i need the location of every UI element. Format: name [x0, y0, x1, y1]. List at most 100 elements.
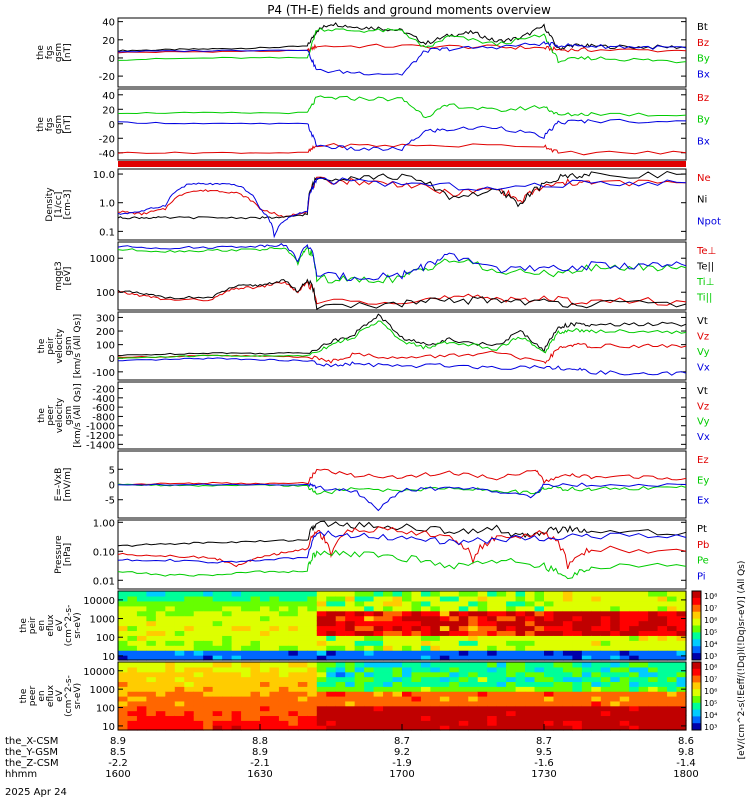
- spectrogram-cell: [619, 666, 630, 673]
- y-axis-label-line: [nT]: [63, 43, 73, 61]
- spectrogram-cell: [515, 715, 526, 721]
- spectrogram-cell: [591, 595, 602, 602]
- spectrogram-cell: [174, 671, 185, 678]
- spectrogram-cell: [553, 655, 564, 661]
- spectrogram-cell: [638, 705, 649, 712]
- spectrogram-cell: [222, 645, 233, 651]
- spectrogram-cell: [354, 725, 365, 731]
- spectrogram-cell: [345, 635, 356, 641]
- spectrogram-cell: [477, 625, 488, 632]
- spectrogram-cell: [250, 620, 261, 627]
- spectrogram-cell: [231, 620, 242, 627]
- spectrogram-cell: [118, 650, 129, 656]
- spectrogram-cell: [364, 640, 375, 646]
- spectrogram-cell: [676, 676, 687, 683]
- spectrogram-cell: [127, 605, 138, 612]
- y-axis-label-line: sr-eV): [73, 683, 83, 709]
- spectrogram-cell: [155, 600, 166, 607]
- spectrogram-cell: [591, 630, 602, 636]
- spectrogram-cell: [667, 620, 678, 627]
- spectrogram-cell: [345, 591, 356, 597]
- spectrogram-cell: [326, 715, 337, 721]
- spectrogram-cell: [326, 691, 337, 697]
- spectrogram-cell: [676, 625, 687, 632]
- spectrogram-cell: [364, 700, 375, 707]
- spectrogram-cell: [241, 645, 252, 651]
- spectrogram-cell: [430, 725, 441, 731]
- spectrogram-cell: [487, 595, 498, 602]
- spectrogram-cell: [439, 676, 450, 683]
- spectrogram-cell: [118, 686, 129, 692]
- y-tick-label: 10: [102, 652, 115, 663]
- spectrogram-cell: [241, 676, 252, 683]
- spectrogram-cell: [449, 630, 460, 636]
- spectrogram-cell: [430, 700, 441, 707]
- x-tick-label: 9.5: [536, 747, 552, 758]
- spectrogram-cell: [487, 605, 498, 612]
- spectrogram-cell: [222, 662, 233, 668]
- spectrogram-cell: [297, 696, 308, 702]
- panel-peer-velocity: -200-400-600-800-1000-1200-1400thepeerve…: [37, 381, 710, 451]
- spectrogram-cell: [231, 610, 242, 617]
- y-tick-label: 300: [96, 313, 115, 324]
- spectrogram-cell: [241, 635, 252, 641]
- spectrogram-cell: [648, 625, 659, 632]
- y-tick-label: 0: [109, 481, 115, 492]
- spectrogram-cell: [260, 681, 271, 687]
- spectrogram-cell: [439, 662, 450, 668]
- spectrogram-cell: [600, 720, 611, 726]
- spectrogram-cell: [278, 662, 289, 668]
- spectrogram-cell: [373, 666, 384, 673]
- spectrogram-cell: [269, 676, 280, 683]
- spectrogram-cell: [638, 696, 649, 702]
- spectrogram-cell: [667, 715, 678, 721]
- spectrogram-cell: [165, 610, 176, 617]
- spectrogram-cell: [193, 671, 204, 678]
- spectrogram-cell: [487, 610, 498, 617]
- spectrogram-cell: [411, 630, 422, 636]
- spectrogram-cell: [354, 620, 365, 627]
- series-peir-velocity-Vt: [117, 313, 687, 356]
- spectrogram-cell: [316, 715, 327, 721]
- spectrogram-cell: [402, 645, 413, 651]
- spectrogram-cell: [383, 645, 394, 651]
- spectrogram-cell: [307, 681, 318, 687]
- spectrogram-cell: [477, 681, 488, 687]
- spectrogram-cell: [278, 645, 289, 651]
- spectrogram-cell: [250, 710, 261, 717]
- y-tick-label: -600: [92, 403, 115, 414]
- spectrogram-cell: [619, 686, 630, 692]
- spectrogram-cell: [383, 595, 394, 602]
- spectrogram-cell: [118, 710, 129, 717]
- spectrogram-cell: [525, 610, 536, 617]
- spectrogram-cell: [297, 620, 308, 627]
- spectrogram-cell: [477, 655, 488, 661]
- spectrogram-cell: [676, 720, 687, 726]
- spectrogram-cell: [610, 645, 621, 651]
- spectrogram-cell: [600, 662, 611, 668]
- spectrogram-cell: [231, 645, 242, 651]
- y-axis-label-line: (cm^2-s-: [64, 675, 74, 717]
- spectrogram-cell: [411, 666, 422, 673]
- spectrogram-cell: [307, 591, 318, 597]
- spectrogram-cell: [648, 630, 659, 636]
- spectrogram-cell: [449, 691, 460, 697]
- spectrogram-cell: [326, 662, 337, 668]
- spectrogram-cell: [231, 615, 242, 622]
- spectrogram-cell: [402, 666, 413, 673]
- spectrogram-cell: [278, 640, 289, 646]
- spectrogram-cell: [638, 650, 649, 656]
- spectrogram-cell: [165, 705, 176, 712]
- spectrogram-cell: [629, 676, 640, 683]
- spectrogram-cell: [657, 720, 668, 726]
- spectrogram-cell: [411, 615, 422, 622]
- spectrogram-cell: [591, 645, 602, 651]
- y-tick-label: 20: [102, 36, 115, 47]
- spectrogram-cell: [241, 710, 252, 717]
- spectrogram-cell: [515, 615, 526, 622]
- spectrogram-cell: [525, 635, 536, 641]
- spectrogram-cell: [335, 720, 346, 726]
- spectrogram-cell: [184, 635, 195, 641]
- spectrogram-cell: [619, 671, 630, 678]
- spectrogram-cell: [326, 625, 337, 632]
